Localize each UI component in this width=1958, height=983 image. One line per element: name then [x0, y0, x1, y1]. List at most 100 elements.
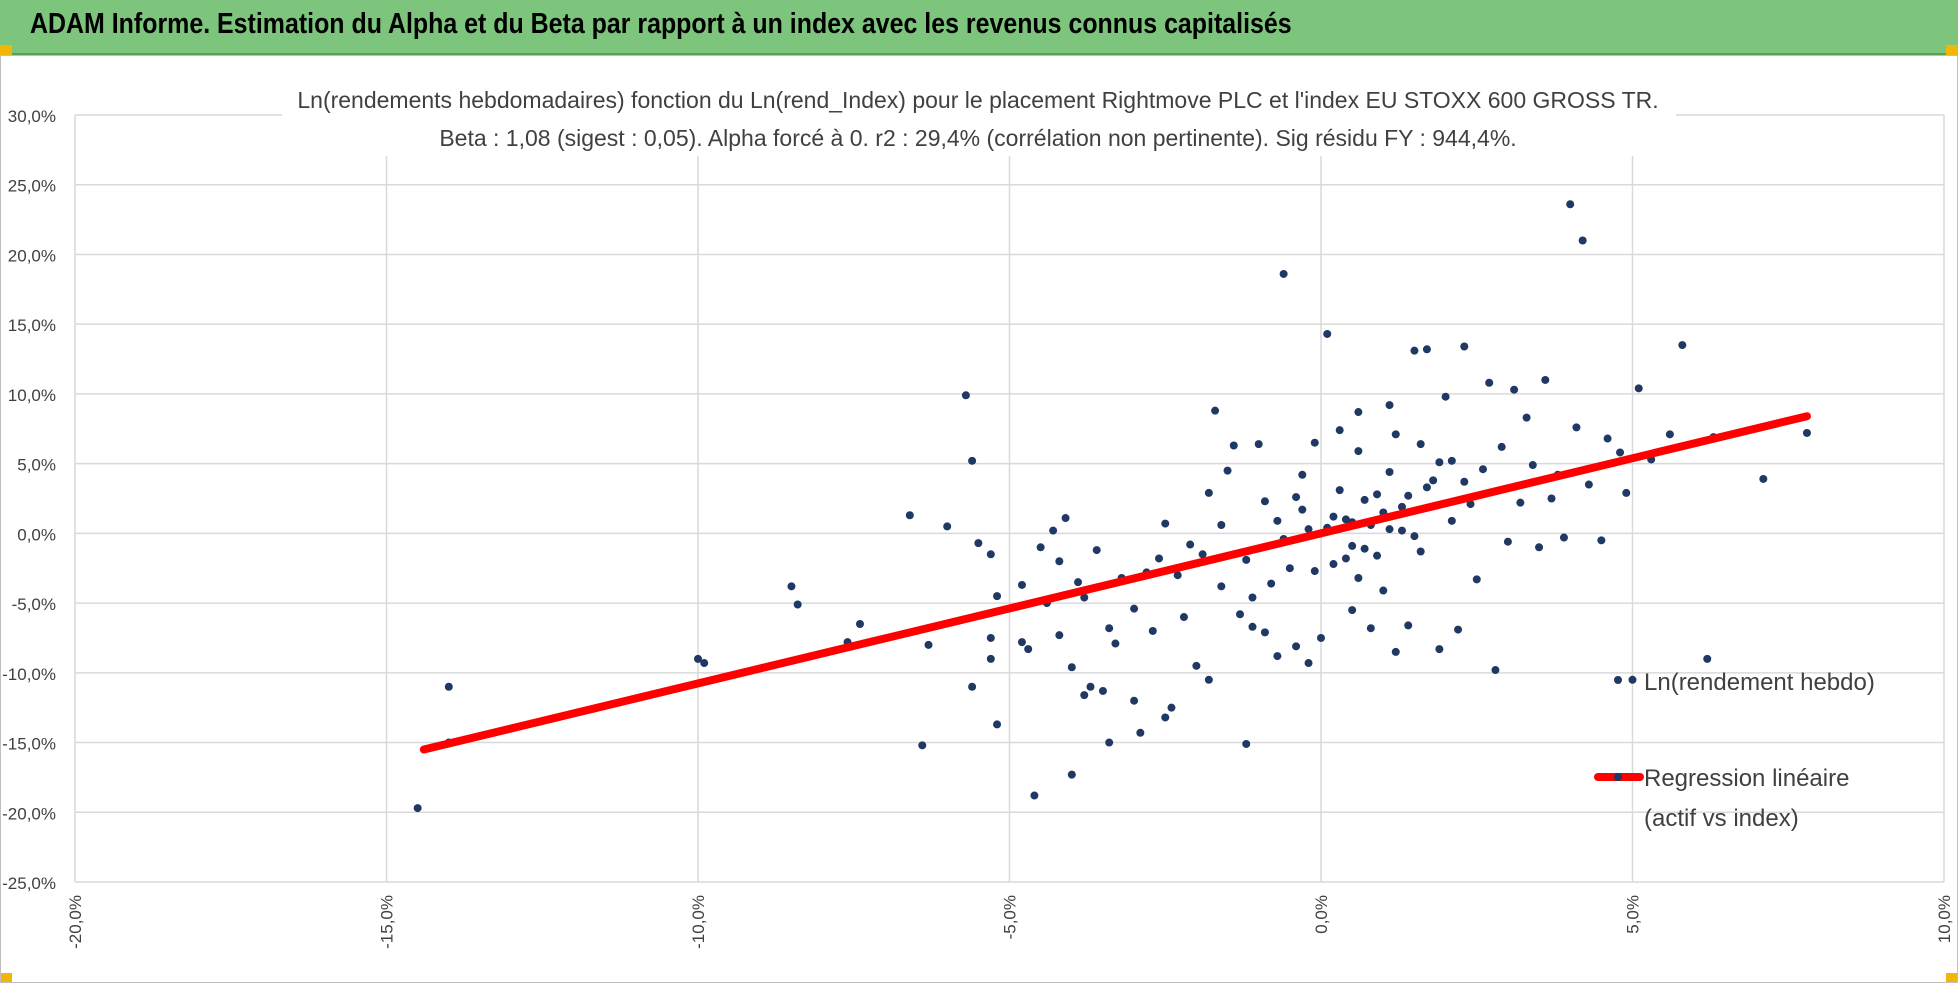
legend-scatter-label: Ln(rendement hebdo): [1644, 669, 1875, 696]
data-point: [1802, 428, 1811, 437]
legend: Ln(rendement hebdo) Regression linéaire …: [1594, 669, 1875, 832]
data-point: [1292, 493, 1301, 502]
data-point: [413, 804, 422, 813]
data-point: [1516, 498, 1525, 507]
legend-line-label: Regression linéaire: [1644, 765, 1849, 792]
y-tick-label: -25,0%: [2, 874, 56, 893]
title-background: [282, 80, 1676, 156]
data-point: [1547, 494, 1556, 503]
y-tick-label: 15,0%: [8, 316, 56, 335]
data-point: [855, 620, 864, 629]
data-point: [1379, 586, 1388, 595]
data-point: [1678, 341, 1687, 350]
data-point: [1578, 236, 1587, 245]
data-point: [1360, 544, 1369, 553]
scatter-points: [413, 200, 1811, 813]
data-point: [1665, 430, 1674, 439]
x-tick-label: 5,0%: [1624, 895, 1643, 934]
data-point: [1541, 375, 1550, 384]
data-point: [1273, 652, 1282, 661]
data-point: [1447, 456, 1456, 465]
data-point: [1254, 440, 1263, 449]
data-point: [1285, 564, 1294, 573]
data-point: [1067, 770, 1076, 779]
grid: [74, 114, 1945, 883]
data-point: [1273, 516, 1282, 525]
data-point: [1528, 461, 1537, 470]
data-point: [694, 654, 702, 663]
data-point: [1572, 423, 1581, 432]
data-point: [974, 539, 983, 548]
data-point: [1348, 541, 1357, 550]
data-point: [1373, 490, 1382, 499]
data-point: [1080, 691, 1089, 700]
data-point: [1217, 520, 1226, 529]
data-point: [1360, 495, 1369, 504]
data-point: [1497, 442, 1506, 451]
data-point: [1422, 345, 1431, 354]
y-tick-label: 10,0%: [8, 386, 56, 405]
y-tick-label: -5,0%: [12, 595, 56, 614]
data-point: [1385, 401, 1394, 410]
data-point: [1522, 413, 1531, 422]
data-point: [1061, 514, 1070, 523]
data-point: [1429, 476, 1438, 485]
data-point: [1155, 554, 1164, 563]
data-point: [1130, 696, 1139, 705]
data-point: [1049, 526, 1058, 535]
data-point: [1186, 540, 1195, 549]
data-point: [1416, 547, 1425, 556]
data-point: [986, 654, 995, 663]
data-point: [1236, 610, 1245, 619]
data-point: [1603, 434, 1612, 443]
data-point: [1559, 533, 1568, 542]
legend-scatter-marker: [1614, 676, 1622, 684]
data-point: [444, 682, 453, 691]
data-point: [1460, 342, 1469, 351]
data-point: [1348, 606, 1357, 615]
data-point: [1260, 628, 1269, 637]
corner-marker: [0, 45, 12, 55]
data-point: [1759, 474, 1768, 483]
data-point: [943, 522, 952, 531]
data-point: [1204, 675, 1213, 684]
data-point: [1105, 624, 1114, 633]
data-point: [1310, 438, 1319, 447]
data-point: [1404, 621, 1413, 630]
y-tick-label: 20,0%: [8, 246, 56, 265]
x-tick-label: 0,0%: [1312, 895, 1331, 934]
data-point: [1454, 625, 1463, 634]
data-point: [1597, 536, 1606, 545]
corner-marker: [0, 973, 12, 983]
data-point: [1017, 580, 1026, 589]
y-tick-label: -15,0%: [2, 735, 56, 754]
data-point: [968, 682, 977, 691]
axis-ticks: 30,0% 25,0% 20,0% 15,0% 10,0% 5,0% 0,0% -5,0% -1…: [2, 107, 1954, 949]
data-point: [1304, 525, 1313, 534]
data-point: [1298, 470, 1307, 479]
data-point: [1354, 408, 1363, 417]
x-tick-label: 10,0%: [1935, 895, 1954, 943]
data-point: [1248, 593, 1257, 602]
data-point: [1535, 543, 1544, 552]
data-point: [1173, 571, 1182, 580]
data-point: [1211, 406, 1220, 415]
data-point: [1304, 659, 1313, 668]
data-point: [1161, 519, 1170, 528]
data-point: [1323, 329, 1332, 338]
data-point: [1229, 441, 1238, 450]
data-point: [1416, 440, 1425, 449]
data-point: [1092, 546, 1101, 555]
data-point: [1317, 633, 1325, 642]
data-point: [1017, 638, 1026, 647]
data-point: [1460, 477, 1469, 486]
data-point: [1067, 663, 1076, 672]
data-point: [1485, 378, 1494, 387]
data-point: [1622, 488, 1631, 497]
corner-marker: [1946, 973, 1958, 983]
banner-title: ADAM Informe. Estimation du Alpha et du …: [30, 8, 1292, 40]
data-point: [1466, 500, 1475, 509]
header-banner: ADAM Informe. Estimation du Alpha et du …: [0, 0, 1958, 55]
data-point: [1217, 582, 1226, 591]
corner-marker: [1946, 45, 1958, 55]
